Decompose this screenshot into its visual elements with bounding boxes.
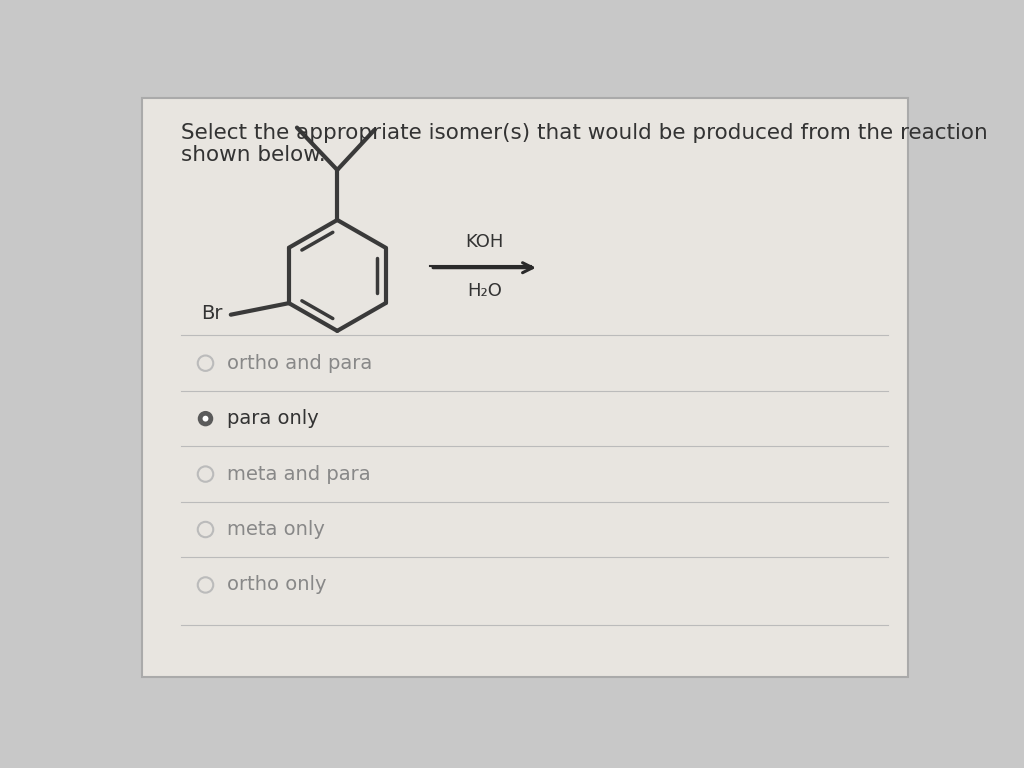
Text: H₂O: H₂O (467, 282, 502, 300)
Text: para only: para only (227, 409, 318, 428)
Text: KOH: KOH (465, 233, 504, 251)
Text: ortho only: ortho only (227, 575, 327, 594)
Text: Select the appropriate isomer(s) that would be produced from the reaction: Select the appropriate isomer(s) that wo… (180, 123, 987, 143)
Text: ortho and para: ortho and para (227, 354, 373, 372)
Circle shape (198, 411, 213, 426)
Text: meta and para: meta and para (227, 465, 371, 484)
Text: shown below.: shown below. (180, 144, 326, 164)
FancyBboxPatch shape (142, 98, 907, 677)
Circle shape (203, 415, 209, 422)
Text: Br: Br (202, 303, 223, 323)
Text: meta only: meta only (227, 520, 325, 539)
